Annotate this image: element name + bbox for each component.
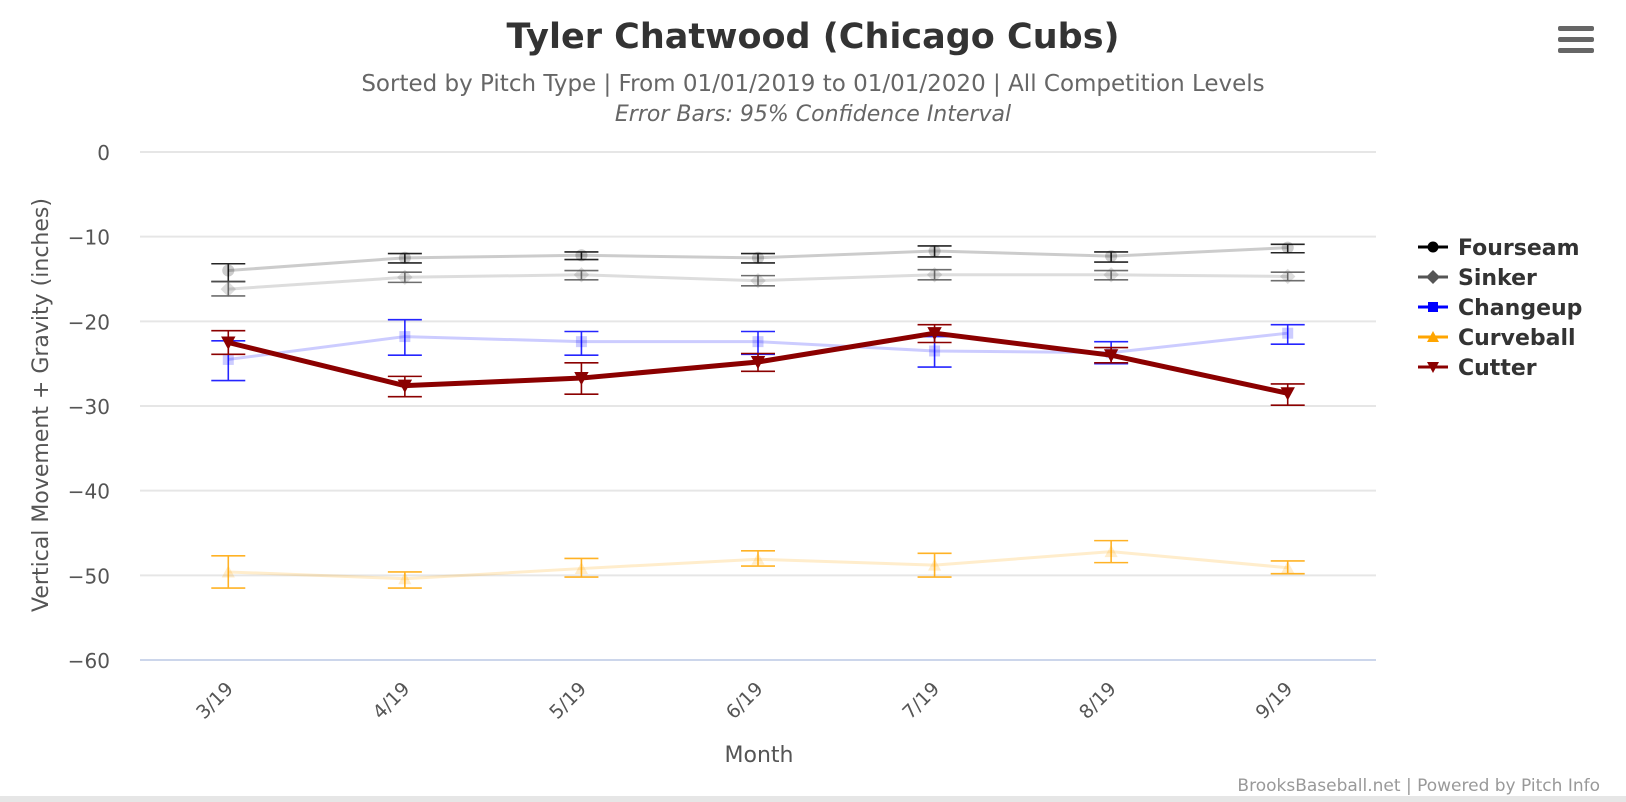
data-point-cutter <box>221 336 236 350</box>
data-point-changeup <box>222 353 234 365</box>
legend-marker-fourseam <box>1427 241 1439 253</box>
menu-bar <box>1558 26 1594 31</box>
data-point-curveball <box>1104 545 1118 558</box>
data-point-cutter <box>927 327 942 341</box>
data-point-cutter <box>574 372 589 386</box>
chart-subtitle: Sorted by Pitch Type | From 01/01/2019 t… <box>361 71 1264 97</box>
grid-lines <box>140 151 1376 661</box>
y-tick-label: −40 <box>68 480 110 504</box>
legend-label-changeup: Changeup <box>1458 296 1582 321</box>
data-point-cutter <box>1280 387 1295 401</box>
error-bars-sinker <box>211 268 1305 297</box>
legend-marker-sinker <box>1426 270 1440 284</box>
series-sinker <box>211 267 1305 297</box>
error-bars-curveball <box>211 539 1305 589</box>
series-curveball <box>211 539 1305 589</box>
chart-subtitle-error-bars: Error Bars: 95% Confidence Interval <box>615 102 1011 127</box>
y-tick-label: −30 <box>68 395 110 419</box>
data-point-curveball <box>1281 561 1295 574</box>
y-tick-label: 0 <box>97 141 110 165</box>
data-point-fourseam <box>751 251 765 264</box>
series-fourseam <box>211 241 1305 283</box>
menu-bar <box>1558 37 1594 42</box>
data-point-changeup <box>399 331 411 343</box>
x-tick-label: 5/19 <box>545 678 591 724</box>
legend-marker-curveball <box>1427 331 1439 342</box>
legend-label-cutter: Cutter <box>1458 356 1537 381</box>
data-point-sinker <box>1103 267 1119 283</box>
data-point-sinker <box>1280 268 1296 285</box>
legend-marker-changeup <box>1428 302 1438 312</box>
legend-marker-cutter <box>1427 362 1439 373</box>
legend-label-fourseam: Fourseam <box>1458 236 1580 261</box>
chart-title: Tyler Chatwood (Chicago Cubs) <box>506 17 1119 57</box>
data-point-fourseam <box>575 249 588 262</box>
data-point-curveball <box>221 565 235 578</box>
data-point-fourseam <box>1281 241 1294 254</box>
data-point-sinker <box>397 269 413 286</box>
data-point-changeup <box>752 336 764 348</box>
data-point-cutter <box>750 355 766 370</box>
data-point-cutter <box>397 379 413 393</box>
error-bars-fourseam <box>211 243 1305 283</box>
x-tick-label: 4/19 <box>369 678 415 724</box>
legend-item-cutter[interactable]: Cutter <box>1418 356 1537 381</box>
y-axis-title: Vertical Movement + Gravity (inches) <box>29 198 54 612</box>
x-tick-label: 8/19 <box>1075 678 1121 724</box>
y-tick-label: −50 <box>68 564 110 588</box>
x-tick-label: 7/19 <box>898 678 944 724</box>
x-axis-ticks: 3/19 4/19 5/19 6/19 7/19 8/19 9/19 <box>192 678 1297 724</box>
x-tick-label: 6/19 <box>722 678 768 724</box>
legend-item-fourseam[interactable]: Fourseam <box>1418 236 1580 261</box>
series-line-curveball <box>228 550 1288 581</box>
series-line-fourseam <box>228 246 1288 273</box>
credits-text[interactable]: BrooksBaseball.net | Powered by Pitch In… <box>1237 776 1600 796</box>
legend-label-curveball: Curveball <box>1458 326 1576 351</box>
data-point-changeup <box>929 345 941 357</box>
legend-item-sinker[interactable]: Sinker <box>1418 266 1537 291</box>
legend-label-sinker: Sinker <box>1458 266 1537 291</box>
legend-item-curveball[interactable]: Curveball <box>1418 326 1576 351</box>
x-axis-title: Month <box>725 743 794 768</box>
y-tick-label: −60 <box>68 649 110 673</box>
y-tick-label: −10 <box>68 226 110 250</box>
data-point-fourseam <box>398 251 411 264</box>
data-point-changeup <box>1282 327 1294 339</box>
series-layer <box>211 241 1305 589</box>
data-point-fourseam <box>222 264 235 277</box>
x-tick-label: 3/19 <box>192 678 238 724</box>
data-point-sinker <box>750 272 766 289</box>
hamburger-menu-icon[interactable] <box>1558 26 1594 60</box>
data-point-fourseam <box>928 245 941 258</box>
data-point-curveball <box>751 552 765 565</box>
legend-item-changeup[interactable]: Changeup <box>1418 296 1582 321</box>
data-point-fourseam <box>1105 250 1118 263</box>
data-point-curveball <box>398 572 412 585</box>
bottom-divider <box>0 796 1626 802</box>
menu-bar <box>1558 48 1594 53</box>
data-point-sinker <box>220 281 236 297</box>
data-point-changeup <box>575 336 587 348</box>
x-tick-label: 9/19 <box>1252 678 1298 724</box>
series-cutter <box>211 323 1305 406</box>
y-tick-label: −20 <box>68 310 110 334</box>
data-point-curveball <box>927 558 942 571</box>
data-point-sinker <box>573 267 590 283</box>
data-point-cutter <box>1103 349 1119 363</box>
data-point-sinker <box>926 267 943 283</box>
data-point-curveball <box>574 561 589 575</box>
series-line-sinker <box>228 273 1288 291</box>
legend[interactable]: Fourseam Sinker Changeup Curveball Cutter <box>1418 236 1582 381</box>
y-axis-ticks: 0 −10 −20 −30 −40 −50 −60 <box>68 141 110 673</box>
